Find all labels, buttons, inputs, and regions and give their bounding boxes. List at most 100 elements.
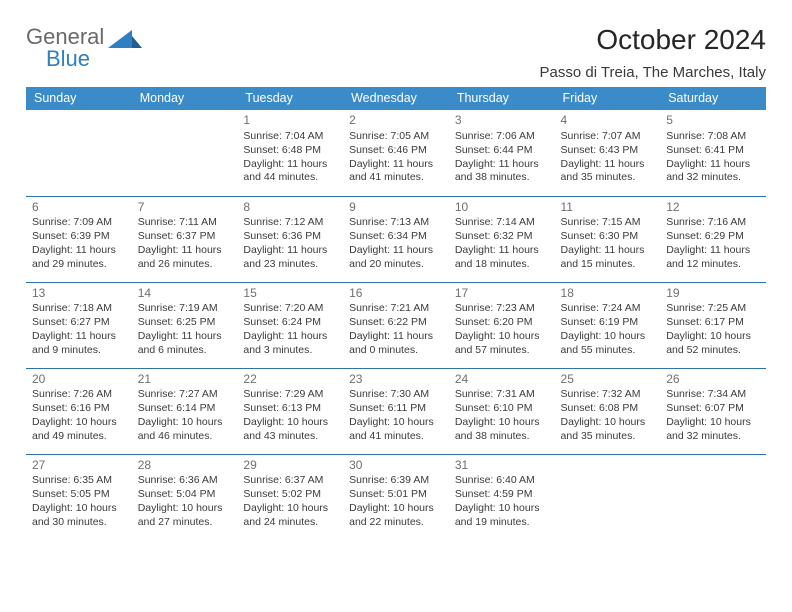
daylight-text: Daylight: 10 hours and 35 minutes. — [561, 416, 657, 444]
sunrise-text: Sunrise: 7:18 AM — [32, 302, 128, 316]
daylight-text: Daylight: 10 hours and 22 minutes. — [349, 502, 445, 530]
calendar-day-cell: 27Sunrise: 6:35 AMSunset: 5:05 PMDayligh… — [26, 454, 132, 540]
daylight-text: Daylight: 10 hours and 52 minutes. — [666, 330, 762, 358]
sunset-text: Sunset: 6:17 PM — [666, 316, 762, 330]
daylight-text: Daylight: 10 hours and 49 minutes. — [32, 416, 128, 444]
daylight-text: Daylight: 11 hours and 20 minutes. — [349, 244, 445, 272]
daylight-text: Daylight: 11 hours and 0 minutes. — [349, 330, 445, 358]
sunrise-text: Sunrise: 7:20 AM — [243, 302, 339, 316]
calendar-day-cell: 11Sunrise: 7:15 AMSunset: 6:30 PMDayligh… — [555, 196, 661, 282]
calendar-day-cell: 12Sunrise: 7:16 AMSunset: 6:29 PMDayligh… — [660, 196, 766, 282]
col-tuesday: Tuesday — [237, 87, 343, 110]
logo-text-blue: Blue — [46, 46, 104, 72]
sunset-text: Sunset: 5:01 PM — [349, 488, 445, 502]
daylight-text: Daylight: 10 hours and 41 minutes. — [349, 416, 445, 444]
daylight-text: Daylight: 11 hours and 6 minutes. — [138, 330, 234, 358]
sunrise-text: Sunrise: 7:04 AM — [243, 130, 339, 144]
day-number: 9 — [349, 200, 445, 216]
sunset-text: Sunset: 6:25 PM — [138, 316, 234, 330]
sunrise-text: Sunrise: 7:07 AM — [561, 130, 657, 144]
sunset-text: Sunset: 6:11 PM — [349, 402, 445, 416]
sunrise-text: Sunrise: 7:27 AM — [138, 388, 234, 402]
sunset-text: Sunset: 6:36 PM — [243, 230, 339, 244]
sunset-text: Sunset: 4:59 PM — [455, 488, 551, 502]
sunset-text: Sunset: 6:43 PM — [561, 144, 657, 158]
daylight-text: Daylight: 11 hours and 38 minutes. — [455, 158, 551, 186]
day-number: 11 — [561, 200, 657, 216]
day-number: 4 — [561, 113, 657, 129]
day-number: 29 — [243, 458, 339, 474]
daylight-text: Daylight: 10 hours and 38 minutes. — [455, 416, 551, 444]
month-title: October 2024 — [540, 20, 767, 56]
sunrise-text: Sunrise: 7:32 AM — [561, 388, 657, 402]
sunrise-text: Sunrise: 7:16 AM — [666, 216, 762, 230]
location-subtitle: Passo di Treia, The Marches, Italy — [540, 64, 767, 81]
calendar-empty-cell — [660, 454, 766, 540]
day-number: 12 — [666, 200, 762, 216]
sunset-text: Sunset: 6:13 PM — [243, 402, 339, 416]
calendar-week-row: 27Sunrise: 6:35 AMSunset: 5:05 PMDayligh… — [26, 454, 766, 540]
daylight-text: Daylight: 10 hours and 57 minutes. — [455, 330, 551, 358]
day-number: 18 — [561, 286, 657, 302]
col-thursday: Thursday — [449, 87, 555, 110]
sunrise-text: Sunrise: 7:08 AM — [666, 130, 762, 144]
sunrise-text: Sunrise: 7:34 AM — [666, 388, 762, 402]
calendar-day-cell: 21Sunrise: 7:27 AMSunset: 6:14 PMDayligh… — [132, 368, 238, 454]
sunset-text: Sunset: 5:04 PM — [138, 488, 234, 502]
sunrise-text: Sunrise: 7:15 AM — [561, 216, 657, 230]
day-number: 21 — [138, 372, 234, 388]
daylight-text: Daylight: 10 hours and 43 minutes. — [243, 416, 339, 444]
col-sunday: Sunday — [26, 87, 132, 110]
daylight-text: Daylight: 10 hours and 19 minutes. — [455, 502, 551, 530]
daylight-text: Daylight: 11 hours and 23 minutes. — [243, 244, 339, 272]
calendar-day-cell: 25Sunrise: 7:32 AMSunset: 6:08 PMDayligh… — [555, 368, 661, 454]
sunset-text: Sunset: 6:08 PM — [561, 402, 657, 416]
calendar-day-cell: 9Sunrise: 7:13 AMSunset: 6:34 PMDaylight… — [343, 196, 449, 282]
day-number: 22 — [243, 372, 339, 388]
calendar-week-row: 1Sunrise: 7:04 AMSunset: 6:48 PMDaylight… — [26, 110, 766, 196]
day-number: 2 — [349, 113, 445, 129]
day-number: 20 — [32, 372, 128, 388]
sunrise-text: Sunrise: 7:05 AM — [349, 130, 445, 144]
sunrise-text: Sunrise: 7:19 AM — [138, 302, 234, 316]
calendar-body: 1Sunrise: 7:04 AMSunset: 6:48 PMDaylight… — [26, 110, 766, 540]
day-number: 10 — [455, 200, 551, 216]
col-saturday: Saturday — [660, 87, 766, 110]
calendar-week-row: 6Sunrise: 7:09 AMSunset: 6:39 PMDaylight… — [26, 196, 766, 282]
sunset-text: Sunset: 6:07 PM — [666, 402, 762, 416]
sunset-text: Sunset: 6:20 PM — [455, 316, 551, 330]
sunset-text: Sunset: 6:27 PM — [32, 316, 128, 330]
day-number: 16 — [349, 286, 445, 302]
day-number: 25 — [561, 372, 657, 388]
day-number: 30 — [349, 458, 445, 474]
daylight-text: Daylight: 11 hours and 18 minutes. — [455, 244, 551, 272]
calendar-day-cell: 13Sunrise: 7:18 AMSunset: 6:27 PMDayligh… — [26, 282, 132, 368]
calendar-day-cell: 14Sunrise: 7:19 AMSunset: 6:25 PMDayligh… — [132, 282, 238, 368]
sunset-text: Sunset: 6:29 PM — [666, 230, 762, 244]
sunrise-text: Sunrise: 7:24 AM — [561, 302, 657, 316]
calendar-day-cell: 2Sunrise: 7:05 AMSunset: 6:46 PMDaylight… — [343, 110, 449, 196]
sunset-text: Sunset: 6:24 PM — [243, 316, 339, 330]
daylight-text: Daylight: 11 hours and 44 minutes. — [243, 158, 339, 186]
sunrise-text: Sunrise: 6:40 AM — [455, 474, 551, 488]
daylight-text: Daylight: 10 hours and 27 minutes. — [138, 502, 234, 530]
calendar-day-cell: 10Sunrise: 7:14 AMSunset: 6:32 PMDayligh… — [449, 196, 555, 282]
day-number: 31 — [455, 458, 551, 474]
calendar-day-cell: 16Sunrise: 7:21 AMSunset: 6:22 PMDayligh… — [343, 282, 449, 368]
daylight-text: Daylight: 11 hours and 35 minutes. — [561, 158, 657, 186]
sunrise-text: Sunrise: 7:29 AM — [243, 388, 339, 402]
title-block: October 2024 Passo di Treia, The Marches… — [540, 20, 767, 81]
calendar-day-cell: 3Sunrise: 7:06 AMSunset: 6:44 PMDaylight… — [449, 110, 555, 196]
calendar-day-cell: 31Sunrise: 6:40 AMSunset: 4:59 PMDayligh… — [449, 454, 555, 540]
sunset-text: Sunset: 6:37 PM — [138, 230, 234, 244]
sunrise-text: Sunrise: 7:11 AM — [138, 216, 234, 230]
calendar-day-cell: 23Sunrise: 7:30 AMSunset: 6:11 PMDayligh… — [343, 368, 449, 454]
day-number: 15 — [243, 286, 339, 302]
day-number: 13 — [32, 286, 128, 302]
calendar-day-cell: 15Sunrise: 7:20 AMSunset: 6:24 PMDayligh… — [237, 282, 343, 368]
col-wednesday: Wednesday — [343, 87, 449, 110]
day-number: 14 — [138, 286, 234, 302]
sunrise-text: Sunrise: 7:14 AM — [455, 216, 551, 230]
sunrise-text: Sunrise: 7:30 AM — [349, 388, 445, 402]
col-friday: Friday — [555, 87, 661, 110]
